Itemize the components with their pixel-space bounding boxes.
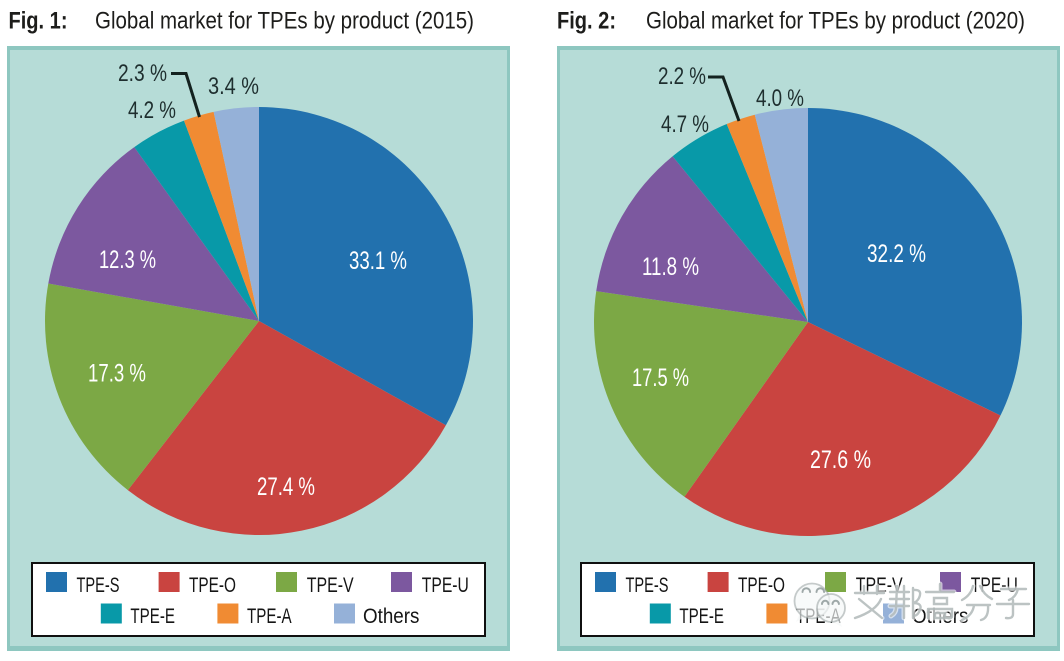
svg-text:Fig. 2:: Fig. 2:	[557, 8, 616, 35]
svg-text:4.7 %: 4.7 %	[661, 111, 709, 138]
svg-text:27.6 %: 27.6 %	[810, 446, 871, 474]
svg-text:2.2 %: 2.2 %	[658, 63, 706, 90]
svg-text:12.3 %: 12.3 %	[99, 246, 156, 274]
svg-text:TPE-E: TPE-E	[679, 605, 724, 628]
svg-text:TPE-O: TPE-O	[189, 574, 236, 597]
svg-text:17.3 %: 17.3 %	[88, 360, 146, 388]
svg-text:Others: Others	[363, 605, 419, 628]
svg-text:TPE-U: TPE-U	[422, 574, 469, 597]
svg-text:2.3 %: 2.3 %	[118, 60, 167, 87]
svg-text:TPE-E: TPE-E	[130, 605, 175, 628]
svg-text:TPE-V: TPE-V	[307, 574, 354, 597]
svg-text:32.2 %: 32.2 %	[867, 240, 926, 268]
svg-text:4.0 %: 4.0 %	[756, 85, 804, 112]
svg-text:Global market for TPEs by prod: Global market for TPEs by product (2020)	[646, 8, 1025, 35]
svg-text:4.2 %: 4.2 %	[128, 97, 176, 124]
svg-text:Fig. 1:: Fig. 1:	[9, 8, 68, 35]
svg-text:TPE-S: TPE-S	[626, 574, 669, 597]
svg-text:33.1 %: 33.1 %	[349, 247, 407, 275]
svg-text:3.4 %: 3.4 %	[208, 73, 259, 100]
svg-text:11.8 %: 11.8 %	[642, 253, 699, 281]
svg-text:17.5 %: 17.5 %	[632, 364, 689, 392]
svg-text:TPE-S: TPE-S	[77, 574, 120, 597]
svg-text:27.4 %: 27.4 %	[257, 473, 315, 501]
svg-text:TPE-O: TPE-O	[738, 574, 785, 597]
svg-text:TPE-A: TPE-A	[247, 605, 292, 628]
svg-text:Global market for TPEs by prod: Global market for TPEs by product (2015)	[95, 8, 474, 35]
